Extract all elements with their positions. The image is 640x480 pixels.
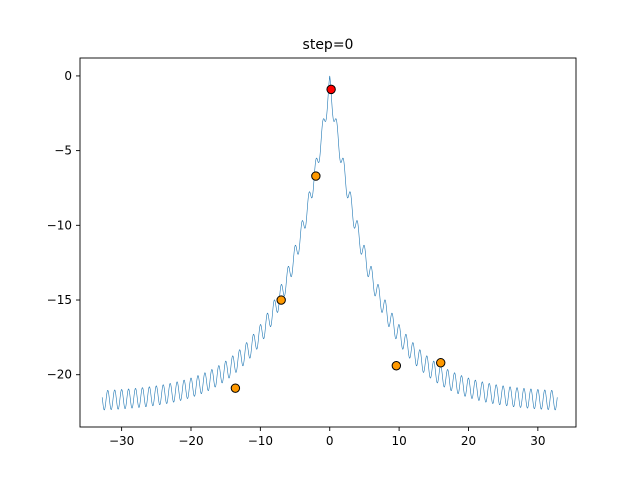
y-tick-label: −15 [47,293,72,307]
sample-point-marker [436,358,446,368]
y-tick-label: 0 [64,69,72,83]
x-tick-label: −20 [178,434,203,448]
sample-point-marker [311,171,321,181]
x-tick-label: −10 [248,434,273,448]
sample-point-marker [230,383,241,393]
y-tick-label: −10 [47,218,72,232]
plot-area [101,75,558,411]
sample-point-marker [276,295,286,305]
current-point-marker [326,84,336,95]
x-tick-label: 0 [326,434,334,448]
y-tick-label: −20 [47,368,72,382]
x-tick-label: 30 [530,434,545,448]
x-tick-label: 20 [461,434,476,448]
axes-frame [79,57,577,428]
y-tick-label: −5 [54,144,72,158]
chart-title: step=0 [303,37,354,53]
x-tick-label: −30 [109,434,134,448]
x-tick-label: 10 [391,434,406,448]
axes: −30 −20 −10 0 10 20 30 0 −5 −10 −15 −20 [47,57,577,448]
series-line [101,75,558,411]
sample-point-marker [391,361,402,371]
